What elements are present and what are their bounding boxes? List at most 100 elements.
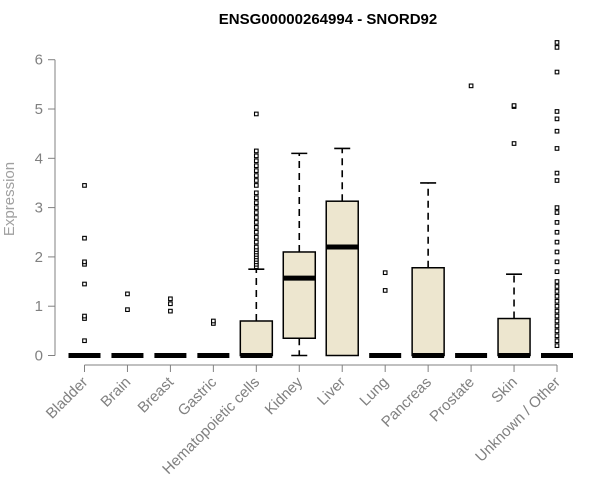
outlier-point [554,69,560,75]
box-bladder [68,183,101,358]
box-breast [154,296,187,358]
outlier-point [253,239,259,245]
x-tick-label-skin: Skin [488,374,521,407]
outlier-point [253,168,259,173]
outlier-point [253,163,259,169]
outlier-point [82,235,87,241]
box-lung [369,270,402,358]
outlier-point [554,170,560,176]
box-unknown-other [541,40,573,358]
outlier-point [253,195,259,201]
outlier-point [253,224,259,230]
x-tick-label-breast: Breast [135,373,178,416]
boxes-group [68,40,573,358]
outlier-point [554,220,560,225]
y-tick-label-6: 6 [35,52,43,69]
outlier-point [125,307,130,313]
x-tick-label-liver: Liver [314,374,349,409]
outlier-point [554,313,560,319]
x-tick-label-prostate: Prostate [426,374,478,426]
y-tick-label-1: 1 [35,298,43,315]
outlier-point [253,215,259,220]
outlier-point [253,220,259,225]
box-prostate [455,83,488,358]
y-tick-label-2: 2 [35,249,43,266]
outlier-point [253,173,259,178]
outlier-point [253,153,259,159]
outlier-point [554,328,560,334]
outlier-point [253,244,259,250]
chart-title: ENSG00000264994 - SNORD92 [219,11,437,28]
outlier-point [211,318,216,324]
outlier-point [511,103,517,108]
outlier-point [253,234,259,240]
outlier-point [253,200,259,206]
outlier-point [554,269,560,275]
outlier-point [253,178,259,183]
box-body [497,317,531,357]
outlier-point [554,249,560,255]
outlier-point [554,146,560,151]
box-brain [111,291,144,358]
y-tick-label-4: 4 [35,150,43,167]
x-tick-label-lung: Lung [356,374,392,410]
outlier-point [554,323,560,329]
outlier-point [554,210,560,215]
outlier-point [554,239,560,245]
outlier-point [82,259,87,265]
outlier-point [382,288,388,293]
y-axis-label: Expression [1,162,18,236]
outlier-point [554,289,560,294]
outlier-point [382,270,388,276]
outlier-point [253,148,259,154]
outlier-point [82,183,87,188]
box-body [325,200,359,357]
y-tick-label-0: 0 [35,348,43,365]
y-tick-label-3: 3 [35,200,43,217]
outlier-point [554,229,560,235]
outlier-point [82,338,87,344]
outlier-point [554,178,560,183]
outlier-point [554,293,560,299]
outlier-point [554,308,560,314]
x-tick-label-kidney: Kidney [262,373,307,418]
outlier-point [168,308,173,314]
outlier-point [554,298,560,304]
outlier-point [168,301,173,307]
outlier-point [554,116,560,122]
box-body [411,267,445,357]
outlier-point [554,109,560,114]
outlier-point [554,279,560,284]
box-skin [497,103,531,358]
outlier-point [554,343,560,348]
x-tick-label-brain: Brain [97,374,134,411]
outlier-point [82,281,87,287]
outlier-point [253,210,259,215]
outlier-point [253,190,259,196]
outlier-point [82,313,87,319]
outlier-point [253,183,259,188]
box-body [239,320,274,357]
outlier-point [554,338,560,344]
outlier-point [554,40,560,45]
outlier-point [554,128,560,134]
outlier-point [125,291,130,297]
outlier-point [554,318,560,324]
outlier-point [554,284,560,289]
outlier-point [253,205,259,210]
outlier-point [168,296,173,302]
outlier-point [253,111,259,117]
box-liver [325,147,359,357]
outlier-point [253,229,259,235]
outlier-point [554,333,560,339]
outlier-point [554,303,560,309]
outlier-point [468,83,474,89]
y-tick-label-5: 5 [35,101,43,118]
outlier-point [511,141,517,146]
box-body [282,251,317,339]
outlier-point [253,158,259,164]
box-kidney [282,152,317,357]
